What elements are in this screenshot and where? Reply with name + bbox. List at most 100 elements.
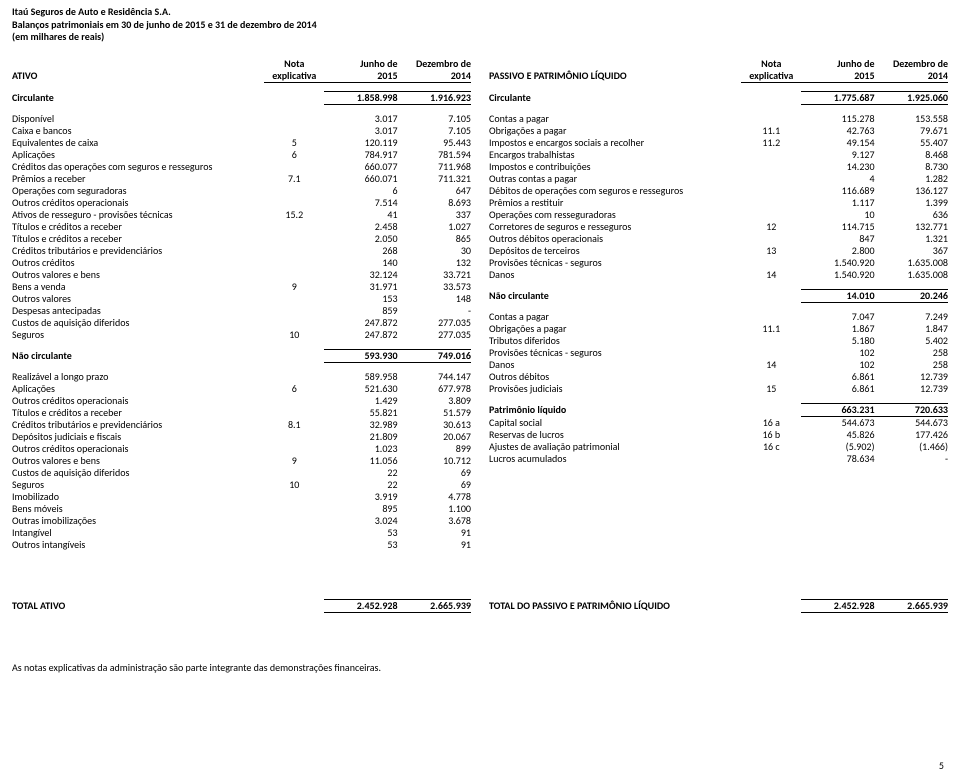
row-label: Outras imobilizações bbox=[12, 515, 264, 527]
row-label: Ativos de resseguro - provisões técnicas bbox=[12, 209, 264, 221]
row-note bbox=[264, 443, 324, 455]
row-value-2015: 11.056 bbox=[324, 455, 397, 467]
row-value-2015: 268 bbox=[324, 245, 397, 257]
row-value-2015: 247.872 bbox=[324, 329, 397, 341]
row-label: Prêmios a receber bbox=[12, 173, 264, 185]
row-value-2015: 6.861 bbox=[801, 371, 874, 383]
row-label: Caixa e bancos bbox=[12, 125, 264, 137]
row-label: Outros créditos operacionais bbox=[12, 395, 264, 407]
row-value-2015: 521.630 bbox=[324, 383, 397, 395]
row-value-2014: 4.778 bbox=[398, 491, 471, 503]
row-value-2015: 1.540.920 bbox=[801, 269, 874, 281]
row-value-2015: 49.154 bbox=[801, 137, 874, 149]
row-label: Prêmios a restituir bbox=[489, 197, 741, 209]
row-value-2015: 895 bbox=[324, 503, 397, 515]
total-assets-label: TOTAL ATIVO bbox=[12, 599, 264, 612]
row-value-2014: 277.035 bbox=[398, 329, 471, 341]
row-value-2014: 7.249 bbox=[875, 311, 948, 323]
row-note bbox=[264, 349, 324, 362]
row-note bbox=[264, 527, 324, 539]
col-note-bottom: explicativa bbox=[264, 70, 324, 83]
row-value-2015: 663.231 bbox=[801, 403, 874, 416]
row-label: Bens a venda bbox=[12, 281, 264, 293]
row-note bbox=[741, 113, 801, 125]
assets-table: ATIVONotaJunho deDezembro deexplicativa2… bbox=[12, 58, 471, 551]
row-note: 16 c bbox=[741, 441, 801, 453]
row-value-2015: 102 bbox=[801, 347, 874, 359]
row-value-2014: 7.105 bbox=[398, 113, 471, 125]
row-value-2015: 247.872 bbox=[324, 317, 397, 329]
row-value-2015: 22 bbox=[324, 467, 397, 479]
row-value-2014: 781.594 bbox=[398, 149, 471, 161]
row-value-2014: (1.466) bbox=[875, 441, 948, 453]
col-v2-bottom: 2014 bbox=[398, 70, 471, 83]
row-value-2015: 660.071 bbox=[324, 173, 397, 185]
row-value-2014: 12.739 bbox=[875, 371, 948, 383]
col-v1-top: Junho de bbox=[324, 58, 397, 70]
row-value-2014: 148 bbox=[398, 293, 471, 305]
row-note bbox=[264, 197, 324, 209]
row-value-2015: 22 bbox=[324, 479, 397, 491]
row-note bbox=[264, 221, 324, 233]
col-v1-bottom: 2015 bbox=[324, 70, 397, 83]
row-value-2014: 647 bbox=[398, 185, 471, 197]
row-value-2014: 69 bbox=[398, 467, 471, 479]
row-value-2014: 337 bbox=[398, 209, 471, 221]
row-label: Provisões técnicas - seguros bbox=[489, 347, 741, 359]
row-value-2014: 20.067 bbox=[398, 431, 471, 443]
row-value-2015: 3.017 bbox=[324, 125, 397, 137]
row-value-2014: 1.321 bbox=[875, 233, 948, 245]
row-value-2014: 1.635.008 bbox=[875, 257, 948, 269]
col-v2-top: Dezembro de bbox=[875, 58, 948, 70]
totals-row: TOTAL ATIVO 2.452.928 2.665.939 TOTAL DO… bbox=[12, 599, 948, 613]
row-value-2014: 749.016 bbox=[398, 349, 471, 362]
company-name: Itaú Seguros de Auto e Residência S.A. bbox=[12, 6, 948, 19]
row-label: Capital social bbox=[489, 416, 741, 429]
row-value-2015: 1.023 bbox=[324, 443, 397, 455]
row-value-2015: 847 bbox=[801, 233, 874, 245]
row-value-2014: 10.712 bbox=[398, 455, 471, 467]
row-label: Obrigações a pagar bbox=[489, 323, 741, 335]
row-note: 10 bbox=[264, 479, 324, 491]
col-v1-bottom: 2015 bbox=[801, 70, 874, 83]
row-label: Títulos e créditos a receber bbox=[12, 407, 264, 419]
row-label: Encargos trabalhistas bbox=[489, 149, 741, 161]
row-value-2014: 744.147 bbox=[398, 371, 471, 383]
section-title: ATIVO bbox=[12, 58, 264, 83]
document-title: Balanços patrimoniais em 30 de junho de … bbox=[12, 19, 948, 32]
row-note: 13 bbox=[741, 245, 801, 257]
row-value-2015: 3.024 bbox=[324, 515, 397, 527]
row-value-2015: 3.919 bbox=[324, 491, 397, 503]
row-note: 9 bbox=[264, 281, 324, 293]
row-note: 12 bbox=[741, 221, 801, 233]
row-label: Patrimônio líquido bbox=[489, 403, 741, 416]
total-liabilities-label: TOTAL DO PASSIVO E PATRIMÔNIO LÍQUIDO bbox=[489, 599, 741, 612]
row-label: Danos bbox=[489, 269, 741, 281]
row-note bbox=[741, 371, 801, 383]
row-value-2014: 30.613 bbox=[398, 419, 471, 431]
row-value-2014: 33.573 bbox=[398, 281, 471, 293]
row-value-2014: 51.579 bbox=[398, 407, 471, 419]
row-label: Outros valores e bens bbox=[12, 455, 264, 467]
row-note bbox=[264, 407, 324, 419]
row-value-2014: - bbox=[875, 453, 948, 465]
row-value-2015: 115.278 bbox=[801, 113, 874, 125]
row-value-2015: 2.800 bbox=[801, 245, 874, 257]
col-note-top: Nota bbox=[264, 58, 324, 70]
row-label: Outros intangíveis bbox=[12, 539, 264, 551]
row-label: Operações com seguradoras bbox=[12, 185, 264, 197]
row-value-2014: 258 bbox=[875, 359, 948, 371]
row-value-2015: 593.930 bbox=[324, 349, 397, 362]
row-note bbox=[264, 467, 324, 479]
row-note bbox=[264, 161, 324, 173]
row-label: Créditos das operações com seguros e res… bbox=[12, 161, 264, 173]
row-note bbox=[741, 149, 801, 161]
row-value-2015: 10 bbox=[801, 209, 874, 221]
row-value-2014: 136.127 bbox=[875, 185, 948, 197]
row-label: Ajustes de avaliação patrimonial bbox=[489, 441, 741, 453]
row-label: Aplicações bbox=[12, 149, 264, 161]
row-value-2014: 132 bbox=[398, 257, 471, 269]
col-note-bottom: explicativa bbox=[741, 70, 801, 83]
row-note bbox=[264, 91, 324, 104]
row-note bbox=[741, 453, 801, 465]
